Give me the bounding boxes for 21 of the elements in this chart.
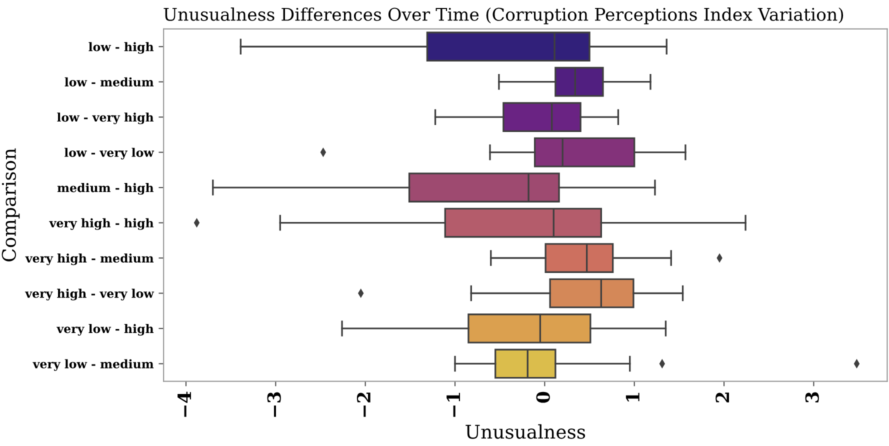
y-tick-label: very high - high: [49, 218, 154, 230]
x-tick-label: −3: [267, 392, 281, 417]
x-tick-label: 1: [626, 392, 640, 402]
x-tick-label: −4: [178, 392, 191, 417]
y-tick-label: low - very low: [64, 148, 154, 160]
x-tick-label: 3: [805, 392, 819, 402]
y-tick-label: low - medium: [64, 77, 154, 86]
y-tick-label: low - very high: [57, 112, 154, 124]
x-tick-label: 0: [536, 392, 550, 403]
x-axis-title: Unusualness: [466, 424, 586, 439]
y-tick-label: very high - very low: [24, 288, 154, 300]
chart-title: Unusualness Differences Over Time (Corruption Perceptions Index Variation): [164, 7, 844, 24]
y-tick-label: very low - medium: [32, 359, 154, 371]
y-axis-title: Comparison: [2, 148, 20, 262]
y-tick-label: low - high: [88, 42, 154, 54]
x-tick-label: −1: [446, 392, 460, 417]
x-tick-label: −2: [356, 392, 370, 417]
y-tick-label: very low - high: [56, 324, 154, 336]
x-tick-label: 2: [716, 392, 730, 402]
y-tick-label: very high - medium: [25, 254, 154, 266]
y-tick-label: medium - high: [57, 183, 154, 195]
